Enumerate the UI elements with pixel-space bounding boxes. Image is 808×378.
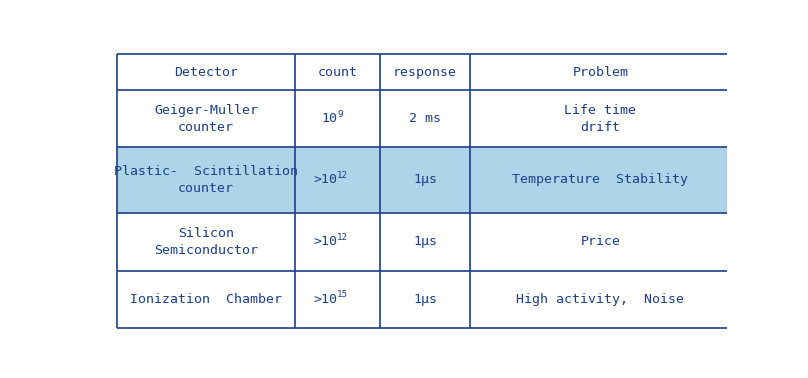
Bar bbox=[470, 90, 730, 147]
Bar bbox=[295, 147, 380, 213]
Bar bbox=[116, 90, 295, 147]
Text: 1μs: 1μs bbox=[413, 235, 437, 248]
Text: High activity,  Noise: High activity, Noise bbox=[516, 293, 684, 306]
Bar bbox=[295, 271, 380, 328]
Text: Detector: Detector bbox=[174, 66, 238, 79]
Bar bbox=[295, 54, 380, 90]
Text: >10: >10 bbox=[314, 235, 338, 248]
Bar bbox=[380, 213, 470, 271]
Bar bbox=[116, 213, 295, 271]
Bar bbox=[295, 90, 380, 147]
Text: 15: 15 bbox=[338, 290, 348, 299]
Text: Life time
drift: Life time drift bbox=[565, 104, 637, 134]
Text: Problem: Problem bbox=[572, 66, 629, 79]
Text: Price: Price bbox=[580, 235, 621, 248]
Bar bbox=[470, 271, 730, 328]
Bar bbox=[116, 271, 295, 328]
Bar bbox=[116, 54, 295, 90]
Bar bbox=[470, 147, 730, 213]
Bar bbox=[295, 213, 380, 271]
Text: 12: 12 bbox=[338, 171, 348, 180]
Text: 9: 9 bbox=[338, 110, 343, 119]
Text: Temperature  Stability: Temperature Stability bbox=[512, 174, 688, 186]
Bar bbox=[380, 147, 470, 213]
Text: Silicon
Semiconductor: Silicon Semiconductor bbox=[154, 227, 258, 257]
Text: 1μs: 1μs bbox=[413, 293, 437, 306]
Bar bbox=[116, 147, 295, 213]
Bar bbox=[380, 90, 470, 147]
Text: Geiger-Muller
counter: Geiger-Muller counter bbox=[154, 104, 258, 134]
Bar bbox=[470, 213, 730, 271]
Bar bbox=[380, 271, 470, 328]
Text: count: count bbox=[318, 66, 357, 79]
Text: >10: >10 bbox=[314, 293, 338, 306]
Text: >10: >10 bbox=[314, 174, 338, 186]
Bar bbox=[380, 54, 470, 90]
Text: 12: 12 bbox=[338, 233, 348, 242]
Text: response: response bbox=[393, 66, 457, 79]
Text: 2 ms: 2 ms bbox=[409, 112, 441, 125]
Text: Ionization  Chamber: Ionization Chamber bbox=[130, 293, 282, 306]
Text: 10: 10 bbox=[322, 112, 338, 125]
Bar bbox=[470, 54, 730, 90]
Text: Plastic-  Scintillation
counter: Plastic- Scintillation counter bbox=[114, 165, 298, 195]
Text: 1μs: 1μs bbox=[413, 174, 437, 186]
